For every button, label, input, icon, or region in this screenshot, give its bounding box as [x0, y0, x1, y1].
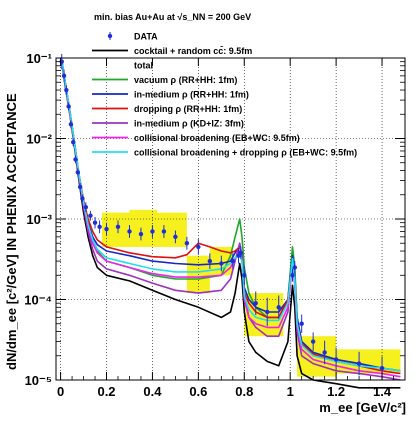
- data-point-33: [292, 265, 297, 270]
- y-axis-label: dN/dm_ee [c²/GeV] IN PHENIX ACCEPTANCE: [4, 93, 19, 370]
- data-point-39: [379, 366, 385, 371]
- x-tick-label-2: 0.4: [143, 384, 162, 399]
- x-tick-label-0: 0: [57, 384, 64, 399]
- data-point-10: [83, 205, 89, 210]
- data-point-38: [356, 361, 362, 366]
- x-tick-label-7: 1.4: [373, 384, 392, 399]
- data-point-7: [75, 170, 81, 175]
- legend-label-5: dropping ρ (RR+HH: 1fm): [134, 104, 242, 114]
- data-point-25: [230, 258, 235, 264]
- legend-label-6: in-medium ρ (KD+IZ: 3fm): [134, 119, 244, 129]
- x-axis-label: m_ee [GeV/c²]: [319, 400, 406, 415]
- data-point-14: [104, 226, 109, 232]
- data-point-19: [161, 229, 167, 234]
- y-tick-label-1: 10⁻⁴: [24, 293, 52, 308]
- legend-label-2: total: [134, 61, 153, 71]
- series-line-0: [60, 61, 401, 389]
- data-point-18: [150, 229, 155, 234]
- data-point-32: [290, 273, 295, 278]
- data-point-27: [238, 250, 244, 256]
- data-point-22: [196, 244, 201, 250]
- data-point-17: [138, 231, 144, 237]
- data-point-3: [66, 104, 71, 109]
- y-tick-label-0: 10⁻⁵: [25, 373, 52, 388]
- legend-label-8: collisional broadening + dropping ρ (EB+…: [134, 148, 357, 158]
- data-point-37: [333, 357, 339, 362]
- data-point-4: [68, 122, 74, 127]
- data-point-34: [299, 321, 304, 326]
- data-point-20: [173, 234, 178, 240]
- data-point-13: [97, 224, 102, 230]
- data-point-8: [77, 184, 83, 190]
- data-point-16: [127, 229, 132, 234]
- y-tick-label-2: 10⁻³: [26, 212, 52, 227]
- data-point-21: [184, 241, 190, 246]
- data-point-1: [61, 73, 67, 79]
- data-point-5: [71, 139, 76, 145]
- x-tick-label-1: 0.2: [97, 384, 115, 399]
- y-tick-label-3: 10⁻²: [26, 132, 52, 147]
- legend-swatch-0: [107, 33, 113, 39]
- x-tick-label-3: 0.6: [189, 384, 207, 399]
- legend-label-7: collisional broadening (EB+WC: 9.5fm): [134, 133, 300, 143]
- data-point-11: [88, 213, 93, 218]
- legend-label-4: in-medium ρ (RR+HH: 1fm): [134, 90, 249, 100]
- legend-label-1: cocktail + random cc̄: 9.5fm: [134, 46, 252, 56]
- legend: DATA cocktail + random cc̄: 9.5fm total vac…: [92, 32, 357, 158]
- data-point-31: [276, 305, 281, 310]
- x-tick-label-5: 1: [287, 384, 294, 399]
- x-tick-label-6: 1.2: [327, 384, 345, 399]
- data-point-15: [115, 224, 121, 230]
- data-point-24: [219, 261, 224, 266]
- y-tick-label-4: 10⁻¹: [26, 51, 52, 66]
- data-point-23: [207, 258, 213, 264]
- data-point-6: [73, 157, 78, 162]
- data-point-35: [310, 339, 316, 344]
- data-point-12: [92, 220, 98, 225]
- data-point-36: [322, 350, 327, 355]
- x-tick-label-4: 0.8: [235, 384, 253, 399]
- data-point-9: [80, 196, 85, 201]
- data-point-2: [64, 87, 69, 93]
- data-point-29: [253, 300, 258, 306]
- data-point-30: [265, 309, 270, 315]
- legend-label-0: DATA: [134, 32, 158, 42]
- chart-title: min. bias Au+Au at √s_NN = 200 GeV: [94, 12, 251, 22]
- legend-label-3: vacuum ρ (RR+HH: 1fm): [134, 75, 237, 85]
- data-point-28: [242, 273, 247, 278]
- axis-ticks: 0 0.2 0.4 0.6 0.8 1 1.2 1.4 10⁻⁵ 10⁻⁴ 10⁻³ 10⁻² 10⁻¹: [24, 51, 405, 399]
- syst-box-2: [157, 212, 187, 247]
